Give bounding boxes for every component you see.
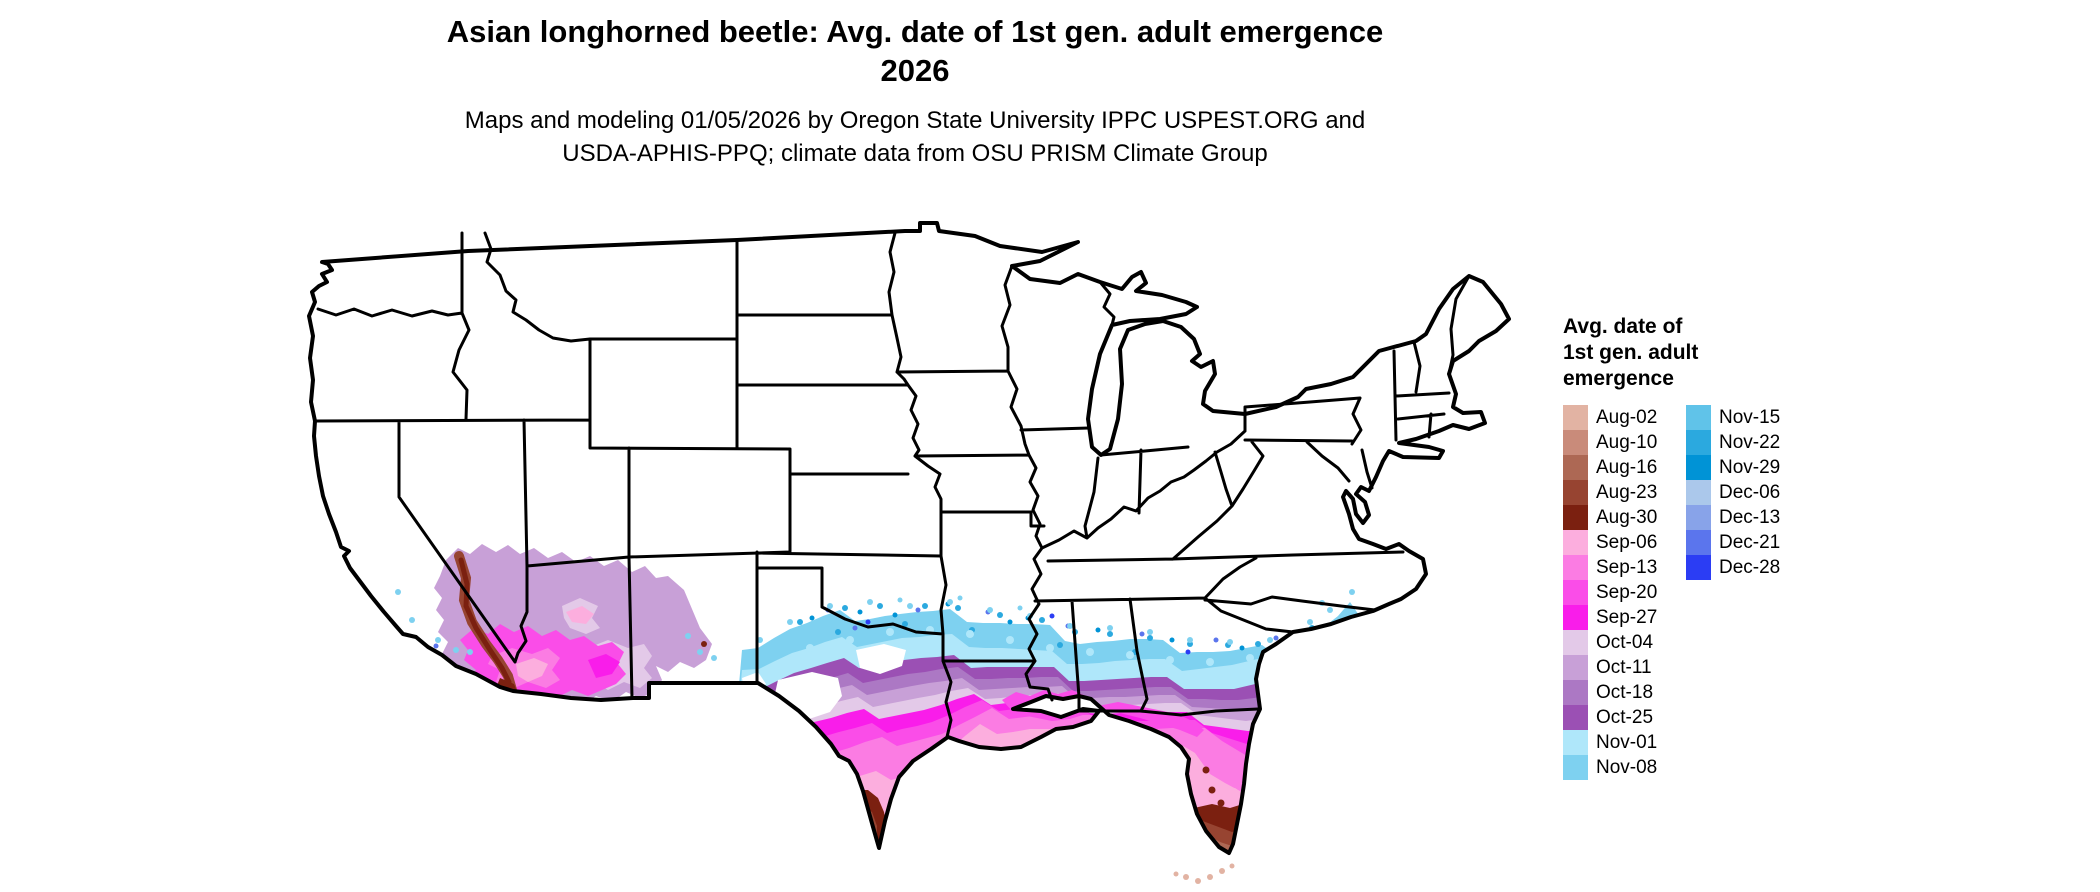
subtitle: Maps and modeling 01/05/2026 by Oregon S… [280,104,1550,170]
legend-swatch [1563,405,1588,430]
legend-swatch [1563,430,1588,455]
legend-swatch [1563,605,1588,630]
legend-entry: Nov-29 [1686,455,1806,480]
conus-outline [307,221,1511,855]
legend-entry: Oct-04 [1563,630,1686,655]
legend-entry: Aug-16 [1563,455,1686,480]
legend-entry: Dec-28 [1686,555,1806,580]
legend-label: Aug-30 [1596,506,1658,528]
legend-columns: Aug-02 Aug-10 Aug-16 Aug-23 [1563,405,1823,780]
legend-swatch [1686,530,1711,555]
legend-label: Dec-21 [1719,531,1781,553]
legend-label: Sep-27 [1596,606,1658,628]
legend-label: Nov-22 [1719,431,1781,453]
legend-entry: Aug-10 [1563,430,1686,455]
legend-entry: Aug-02 [1563,405,1686,430]
legend-label: Aug-02 [1596,406,1658,428]
legend-label: Aug-16 [1596,456,1658,478]
legend-entry: Sep-27 [1563,605,1686,630]
state-borders [313,231,1471,739]
band-nov01 [720,626,1370,853]
misc-dots [449,577,707,647]
legend-label: Oct-18 [1596,681,1654,703]
legend-entry: Oct-25 [1563,705,1686,730]
legend-label: Oct-11 [1596,656,1652,678]
legend-swatch [1563,705,1588,730]
page-title: Asian longhorned beetle: Avg. date of 1s… [446,14,1384,49]
legend-label: Nov-29 [1719,456,1781,478]
legend-label: Dec-13 [1719,506,1781,528]
legend-title-line: emergence [1563,367,1674,390]
florida-hot-spots [1202,766,1225,807]
legend-swatch [1563,505,1588,530]
legend-swatch [1563,580,1588,605]
florida-keys-dots [1173,863,1235,884]
legend-swatch [1563,680,1588,705]
legend-column-1: Aug-02 Aug-10 Aug-16 Aug-23 [1563,405,1686,780]
legend-title-line: Avg. date of [1563,315,1683,338]
legend-entry: Oct-11 [1563,655,1686,680]
legend-swatch [1563,555,1588,580]
southwest-blob [434,544,712,710]
legend-label: Aug-10 [1596,431,1658,453]
legend-swatch [1563,630,1588,655]
legend-swatch [1686,405,1711,430]
legend-title: Avg. date of 1st gen. adult emergence [1563,314,1823,392]
legend-label: Dec-28 [1719,556,1781,578]
legend-entry: Sep-06 [1563,530,1686,555]
legend-entry: Dec-06 [1686,480,1806,505]
specks-nov01 [806,626,1254,666]
legend-swatch [1686,430,1711,455]
legend-label: Sep-06 [1596,531,1658,553]
legend-label: Oct-04 [1596,631,1654,653]
legend-entry: Sep-13 [1563,555,1686,580]
legend-swatch [1563,655,1588,680]
legend-swatch [1563,730,1588,755]
legend-entry: Nov-08 [1563,755,1686,780]
legend-swatch [1686,505,1711,530]
legend-swatch [1563,755,1588,780]
legend-swatch [1563,530,1588,555]
legend-title-line: 1st gen. adult [1563,341,1699,364]
legend-column-2: Nov-15 Nov-22 Nov-29 Dec-06 [1686,405,1806,780]
legend-label: Nov-15 [1719,406,1781,428]
legend: Avg. date of 1st gen. adult emergence Au… [1563,314,1823,780]
legend-swatch [1686,555,1711,580]
legend-entry: Sep-20 [1563,580,1686,605]
legend-label: Aug-23 [1596,481,1658,503]
legend-label: Nov-01 [1596,731,1658,753]
legend-entry: Nov-15 [1686,405,1806,430]
pecos-pocket [704,686,764,764]
legend-entry: Nov-01 [1563,730,1686,755]
legend-entry: Nov-22 [1686,430,1806,455]
south-florida-browns [1190,766,1248,853]
legend-label: Oct-25 [1596,706,1654,728]
legend-swatch [1563,455,1588,480]
legend-label: Nov-08 [1596,756,1658,778]
legend-entry: Aug-30 [1563,505,1686,530]
legend-label: Sep-20 [1596,581,1658,603]
legend-entry: Dec-21 [1686,530,1806,555]
page-title-year: 2026 [880,53,950,88]
legend-entry: Dec-13 [1686,505,1806,530]
specks-dec28 [865,613,1191,655]
legend-entry: Oct-18 [1563,680,1686,705]
subtitle-line1: Maps and modeling 01/05/2026 by Oregon S… [464,107,1366,134]
band-sep06 [720,724,1370,853]
legend-label: Sep-13 [1596,556,1658,578]
title-block: Asian longhorned beetle: Avg. date of 1s… [280,12,1550,170]
legend-swatch [1686,455,1711,480]
legend-label: Dec-06 [1719,481,1781,503]
subtitle-line2: USDA-APHIS-PPQ; climate data from OSU PR… [562,140,1268,167]
legend-swatch [1563,480,1588,505]
legend-swatch [1686,480,1711,505]
specks-nov08-outliers [395,512,1399,661]
model-raster-layer [395,512,1399,853]
legend-entry: Aug-23 [1563,480,1686,505]
